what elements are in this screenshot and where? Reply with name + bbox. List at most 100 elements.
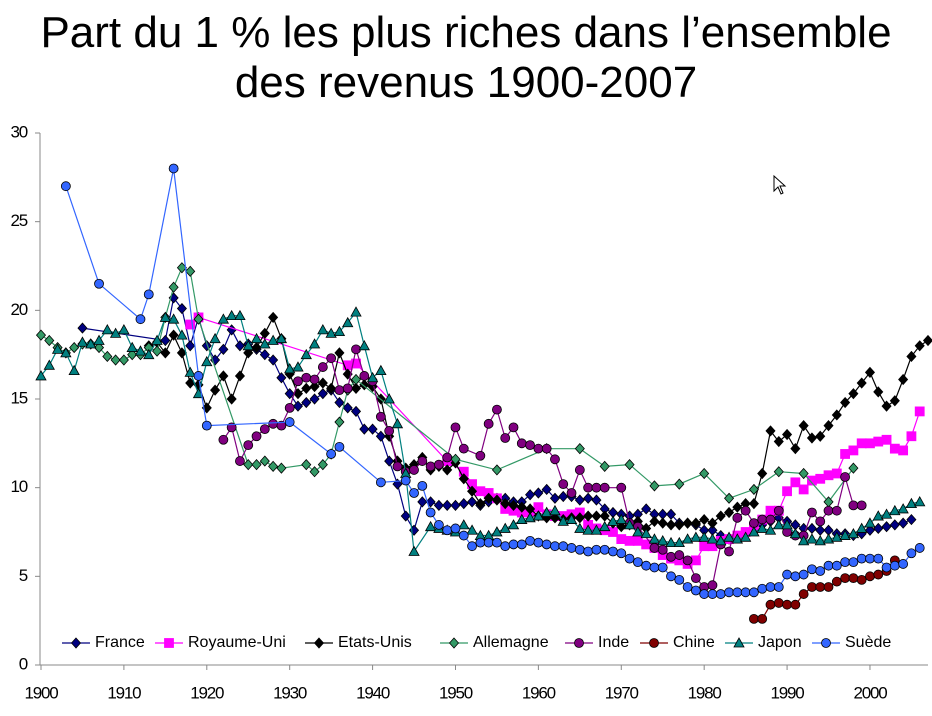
data-point [839, 529, 851, 540]
data-point [864, 524, 876, 536]
data-point [467, 485, 478, 497]
data-point [251, 459, 262, 471]
data-point [782, 486, 792, 497]
data-point [541, 539, 552, 550]
x-tick-label: 1980 [688, 683, 722, 702]
data-point [773, 466, 784, 478]
data-point [740, 505, 751, 516]
data-point [765, 425, 776, 437]
data-point [906, 350, 917, 363]
legend-label: Royaume-Uni [188, 634, 286, 651]
data-point [764, 524, 777, 535]
data-point [317, 362, 328, 372]
data-point [848, 388, 859, 400]
data-point [880, 508, 893, 519]
data-point [267, 334, 279, 345]
data-point [525, 535, 535, 546]
data-point [715, 589, 726, 599]
data-point [789, 527, 802, 539]
data-point [525, 489, 536, 501]
data-point [135, 314, 146, 325]
data-point [906, 513, 917, 526]
data-point [167, 313, 180, 324]
data-point [226, 324, 237, 336]
data-point [748, 498, 759, 510]
data-point [807, 507, 817, 518]
data-point [873, 553, 884, 564]
data-point [425, 507, 436, 518]
data-point [831, 505, 842, 516]
data-point [748, 526, 760, 537]
data-point [649, 562, 660, 573]
data-point [549, 504, 561, 516]
data-point [749, 613, 759, 624]
x-tick-label: 1930 [273, 683, 307, 702]
data-point [525, 440, 535, 451]
data-point [483, 537, 494, 548]
data-point [698, 531, 710, 542]
data-point [731, 533, 744, 544]
data-point [665, 508, 677, 520]
data-point [275, 332, 288, 344]
x-tick-label: 1940 [356, 683, 390, 702]
data-point [383, 393, 395, 404]
data-point [583, 492, 594, 504]
data-point [599, 460, 610, 472]
data-point [259, 349, 270, 361]
data-point [384, 426, 395, 436]
data-point [807, 582, 817, 592]
data-point [773, 519, 785, 530]
data-point [641, 560, 652, 571]
data-point [815, 516, 826, 527]
data-point [706, 533, 719, 544]
data-point [782, 428, 793, 441]
data-point [914, 543, 925, 553]
data-point [848, 500, 859, 511]
data-point [152, 345, 163, 357]
data-point [143, 348, 155, 360]
data-point [492, 404, 502, 415]
data-point [499, 522, 511, 533]
data-point [259, 327, 270, 339]
data-point [765, 599, 776, 610]
data-point [450, 422, 461, 433]
data-point [500, 498, 511, 510]
data-point [574, 544, 585, 555]
data-point [317, 324, 329, 335]
data-point [35, 329, 47, 341]
data-point [375, 364, 387, 376]
data-point [798, 467, 809, 480]
data-point [276, 420, 287, 431]
data-point [724, 506, 735, 519]
mouse-cursor [773, 174, 787, 195]
data-point [873, 522, 884, 535]
data-point [118, 324, 130, 335]
data-point [350, 405, 362, 418]
data-point [160, 334, 171, 347]
data-point [467, 541, 477, 552]
data-point [217, 313, 230, 324]
data-point [151, 334, 163, 345]
data-point [682, 582, 693, 592]
data-point [334, 396, 345, 409]
data-point [757, 613, 768, 624]
data-point [160, 347, 171, 359]
data-point [856, 500, 867, 511]
data-point [366, 371, 379, 383]
data-point [856, 522, 868, 533]
data-point [681, 533, 694, 544]
data-point [218, 434, 229, 445]
data-point [300, 348, 312, 360]
data-point [284, 402, 295, 413]
data-point [782, 569, 792, 580]
data-point [574, 494, 585, 506]
data-point [599, 482, 610, 493]
data-point [508, 499, 519, 511]
legend-label: Suède [845, 634, 891, 651]
data-point [898, 445, 909, 456]
data-point [333, 325, 346, 337]
data-point [516, 501, 527, 513]
data-point [872, 510, 884, 521]
data-point [699, 467, 710, 480]
